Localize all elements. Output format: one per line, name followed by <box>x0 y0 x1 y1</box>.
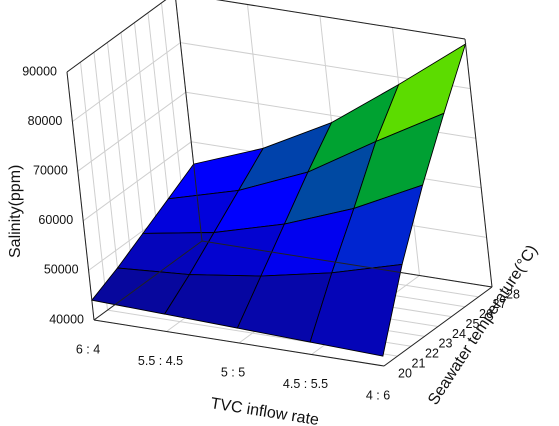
axis-edge <box>175 0 203 242</box>
z-axis-label: Salinity(ppm) <box>7 165 24 258</box>
y-tick-label: 25 <box>466 317 480 331</box>
gridline <box>93 52 122 301</box>
z-tick-label: 60000 <box>38 213 73 227</box>
z-tick-label: 70000 <box>33 163 68 177</box>
x-tick-label: 5 : 5 <box>221 365 245 379</box>
x-tick-label: 4 : 6 <box>366 388 390 402</box>
x-tick-label: 4.5 : 5.5 <box>283 377 328 391</box>
axis-edge <box>464 38 493 288</box>
gridline <box>107 42 135 291</box>
y-tick-label: 20 <box>398 366 412 380</box>
y-tick-label: 27 <box>493 297 507 311</box>
y-axis-label: Seawater temperature(°C) <box>425 242 541 408</box>
axis-edge <box>93 319 385 367</box>
x-axis-label: TVC inflow rate <box>209 395 320 426</box>
axis-edge <box>66 71 95 321</box>
x-tick-label: 5.5 : 4.5 <box>138 354 183 368</box>
surface-plot <box>90 42 467 357</box>
z-tick-label: 50000 <box>44 263 79 277</box>
axis-edge <box>201 240 493 288</box>
x-tick-label: 6 : 4 <box>76 342 100 356</box>
gridline <box>80 62 108 311</box>
surface-cell <box>309 263 403 357</box>
tick-labels: 40000 50000 60000 70000 80000 90000 6 : 4 5.5 :… <box>22 64 520 402</box>
y-tick-label: 21 <box>412 356 426 370</box>
y-tick-label: 23 <box>439 337 453 351</box>
axis-edge <box>66 0 167 73</box>
z-tick-label: 90000 <box>22 64 57 78</box>
axis-edge <box>215 0 466 40</box>
y-tick-label: 22 <box>425 347 439 361</box>
axis-edge <box>93 240 203 321</box>
z-tick-label: 80000 <box>28 114 63 128</box>
y-tick-label: 28 <box>506 287 520 301</box>
y-tick-label: 24 <box>452 327 466 341</box>
y-tick-label: 26 <box>479 307 493 321</box>
axis-edge <box>383 286 493 367</box>
axis-box-edges <box>66 0 493 367</box>
z-tick-label: 40000 <box>49 312 84 326</box>
